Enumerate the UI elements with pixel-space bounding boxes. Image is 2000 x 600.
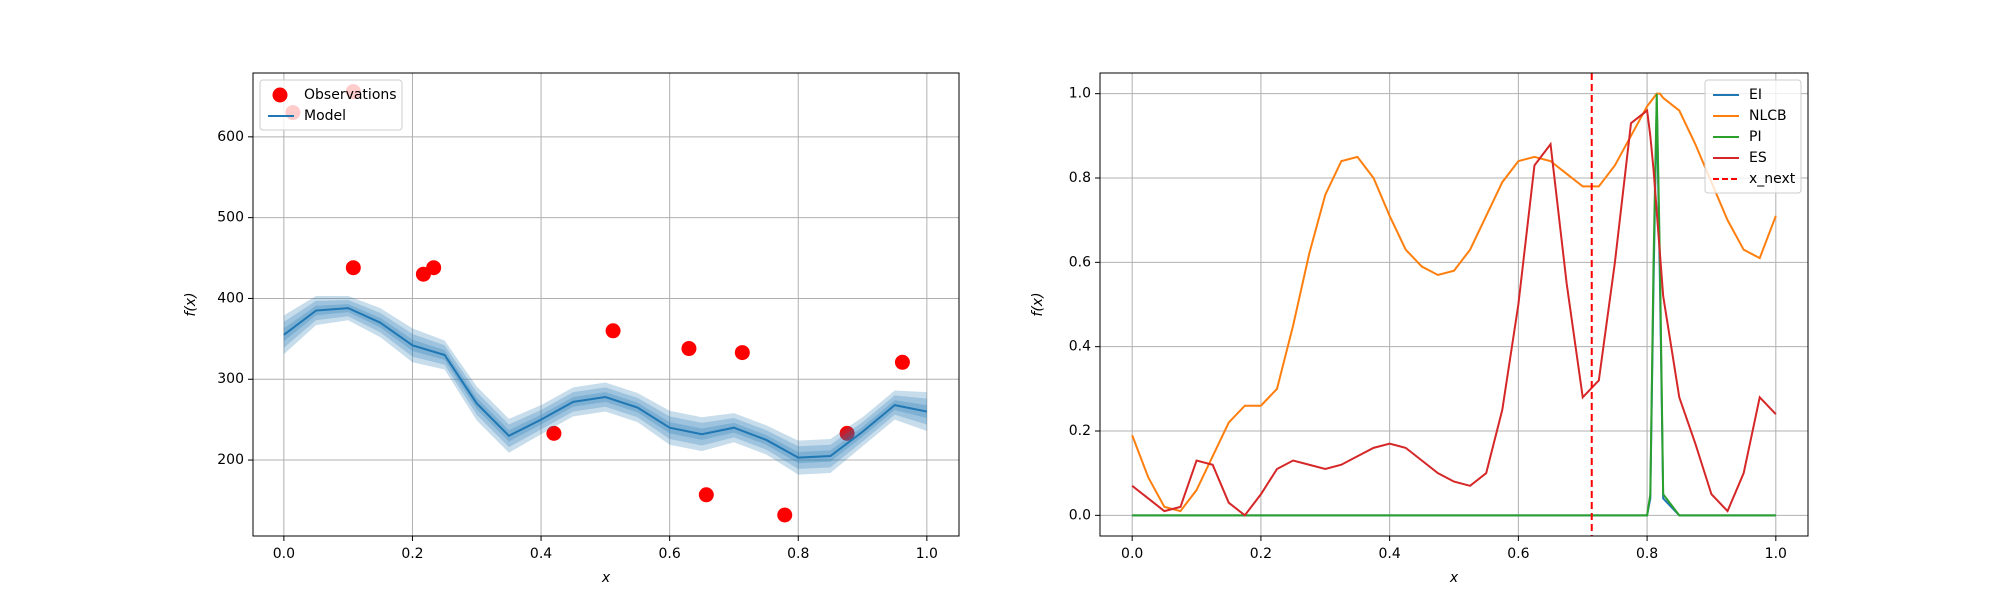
observation-point — [345, 260, 361, 276]
observation-point — [426, 260, 442, 276]
x-tick-label: 0.0 — [273, 546, 295, 562]
y-tick-label: 1.0 — [1069, 86, 1091, 102]
x-tick-label: 0.8 — [1636, 546, 1658, 562]
observation-point — [681, 341, 697, 357]
legend: EI NLCB PI ES x_next — [1704, 79, 1802, 194]
legend-box — [1704, 79, 1802, 194]
x-tick-label: 0.0 — [1121, 546, 1143, 562]
legend-box — [259, 79, 403, 131]
observation-point — [734, 345, 750, 361]
plot-area — [283, 84, 928, 523]
x-axis-label: x — [1449, 570, 1459, 586]
legend-label: Model — [304, 108, 346, 124]
x-tick-label: 0.8 — [787, 546, 809, 562]
plot-area — [1131, 73, 1777, 536]
series-line — [1131, 108, 1777, 517]
x-tick-label: 1.0 — [916, 546, 938, 562]
y-tick-label: 500 — [217, 210, 244, 226]
axes-frame — [1099, 72, 1809, 537]
y-tick-label: 400 — [217, 290, 244, 306]
legend-marker — [272, 87, 288, 103]
chart: 0.0 0.2 0.4 0.6 0.8 1.0 0.0 0.2 0.4 0.6 0.8 1.0 x f(x… — [1030, 72, 1809, 586]
observation-point — [894, 354, 910, 370]
x-tick-label: 1.0 — [1765, 546, 1787, 562]
y-tick-label: 300 — [217, 371, 244, 387]
legend-label: PI — [1749, 129, 1762, 145]
y-tick-label: 200 — [217, 452, 244, 468]
x-tick-label: 0.6 — [659, 546, 681, 562]
observation-point — [605, 323, 621, 339]
y-tick-label: 0.6 — [1069, 254, 1091, 270]
x-tick-label: 0.2 — [1250, 546, 1272, 562]
y-tick-label: 600 — [217, 129, 244, 145]
x-tick-label: 0.2 — [401, 546, 423, 562]
observation-point — [546, 425, 562, 441]
y-tick-label: 0.2 — [1069, 423, 1091, 439]
y-tick-label: 0.4 — [1069, 339, 1091, 355]
x-tick-label: 0.6 — [1507, 546, 1529, 562]
series-line — [1132, 102, 1776, 517]
series-line — [1132, 93, 1776, 517]
confidence-band — [283, 296, 927, 475]
x-tick-label: 0.4 — [1379, 546, 1401, 562]
observation-point — [839, 425, 855, 441]
legend-label: x_next — [1749, 171, 1796, 187]
legend-label: NLCB — [1749, 108, 1787, 124]
axes-frame — [252, 72, 960, 537]
observation-point — [698, 487, 714, 503]
x-tick-label: 0.4 — [530, 546, 552, 562]
legend: Observations Model — [259, 79, 403, 131]
legend-label: ES — [1749, 150, 1767, 166]
series-line — [1131, 92, 1777, 513]
y-tick-label: 0.8 — [1069, 170, 1091, 186]
chart: 0.0 0.2 0.4 0.6 0.8 1.0 200 300 400 500 600 x f(x) Ob… — [183, 72, 960, 586]
observation-point — [777, 507, 793, 523]
y-axis-label: f(x) — [183, 292, 199, 316]
legend-label: Observations — [304, 87, 397, 103]
x-axis-label: x — [601, 570, 611, 586]
y-axis-label: f(x) — [1030, 292, 1046, 316]
series-line — [283, 307, 928, 459]
y-tick-label: 0.0 — [1069, 507, 1091, 523]
legend-label: EI — [1749, 87, 1762, 103]
